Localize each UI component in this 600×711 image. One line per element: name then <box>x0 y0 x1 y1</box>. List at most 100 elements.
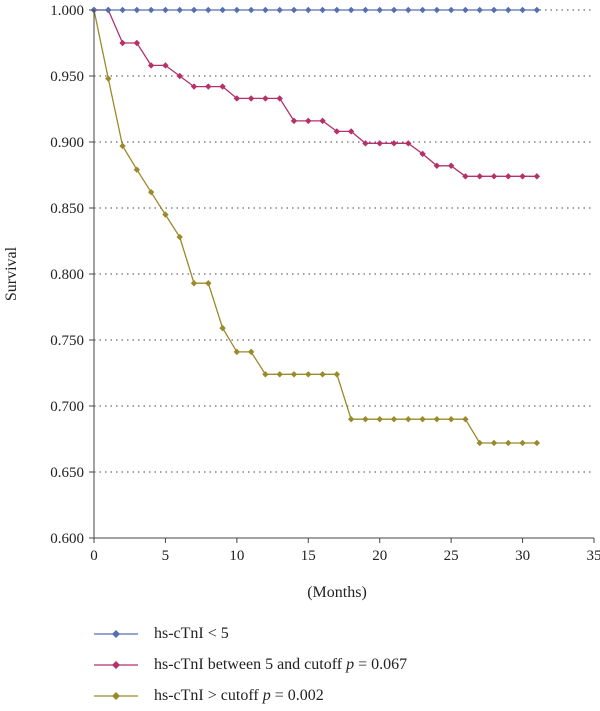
y-tick-label: 0.600 <box>50 531 84 547</box>
data-point <box>277 7 283 13</box>
data-point <box>362 416 368 422</box>
data-point <box>477 173 483 179</box>
data-point <box>105 7 111 13</box>
data-point <box>377 416 383 422</box>
legend-name-mid: hs-cTnI between 5 and cutoff <box>154 656 342 673</box>
data-point <box>134 7 140 13</box>
legend-p-value-mid: = 0.067 <box>354 656 407 673</box>
series-1 <box>91 7 540 180</box>
y-tick-label: 0.950 <box>50 69 84 85</box>
data-point <box>491 440 497 446</box>
y-tick-label: 1.000 <box>50 3 84 19</box>
legend-label-mid: hs-cTnI between 5 and cutoff p = 0.067 <box>154 656 407 674</box>
data-point <box>319 371 325 377</box>
data-point <box>262 95 268 101</box>
legend-label-high: hs-cTnI > cutoff p = 0.002 <box>154 687 324 705</box>
data-point <box>519 173 525 179</box>
legend-item-high: hs-cTnI > cutoff p = 0.002 <box>94 680 594 711</box>
tick-labels: 0.600 0.650 0.700 0.750 0.800 0.850 0.900 0.950… <box>50 3 600 564</box>
data-point <box>477 440 483 446</box>
x-tick-label: 10 <box>229 548 244 564</box>
series-line-1 <box>94 10 537 176</box>
data-point <box>305 371 311 377</box>
data-point <box>434 7 440 13</box>
x-tick-label: 5 <box>162 548 170 564</box>
y-axis-title: Survival <box>3 246 20 301</box>
legend-name-high: hs-cTnI > cutoff <box>154 687 259 704</box>
legend-swatch-low <box>94 626 138 642</box>
legend-item-low: hs-cTnI < 5 <box>94 618 594 649</box>
data-point <box>219 7 225 13</box>
data-point <box>348 7 354 13</box>
data-point <box>305 7 311 13</box>
data-point <box>291 118 297 124</box>
y-tick-label: 0.700 <box>50 399 84 415</box>
data-point <box>419 416 425 422</box>
data-point <box>291 7 297 13</box>
legend: hs-cTnI < 5 hs-cTnI between 5 and cutoff… <box>94 618 594 711</box>
y-tick-label: 0.900 <box>50 135 84 151</box>
data-point <box>519 7 525 13</box>
data-point <box>205 280 211 286</box>
survival-chart: 0.600 0.650 0.700 0.750 0.800 0.850 0.900 0.950… <box>0 0 600 610</box>
legend-swatch-high <box>94 688 138 704</box>
data-point <box>362 7 368 13</box>
data-point <box>291 371 297 377</box>
x-tick-label: 30 <box>515 548 530 564</box>
y-tick-label: 0.750 <box>50 333 84 349</box>
data-point <box>419 7 425 13</box>
data-point <box>162 7 168 13</box>
data-point <box>277 371 283 377</box>
gridlines <box>94 10 594 472</box>
data-point <box>248 95 254 101</box>
data-point <box>462 416 468 422</box>
x-tick-label: 35 <box>587 548 600 564</box>
data-point <box>391 7 397 13</box>
data-point <box>319 7 325 13</box>
data-point <box>491 7 497 13</box>
data-point <box>505 440 511 446</box>
legend-label-low: hs-cTnI < 5 <box>154 625 229 643</box>
data-point <box>148 7 154 13</box>
data-point <box>305 118 311 124</box>
x-tick-label: 0 <box>90 548 98 564</box>
x-axis-title: (Months) <box>307 584 367 601</box>
legend-p-symbol-high: p <box>263 687 271 704</box>
data-point <box>277 95 283 101</box>
data-point <box>534 173 540 179</box>
legend-item-mid: hs-cTnI between 5 and cutoff p = 0.067 <box>94 649 594 680</box>
data-point <box>205 7 211 13</box>
data-point <box>434 416 440 422</box>
data-point <box>162 211 168 217</box>
data-point <box>248 349 254 355</box>
series-2 <box>91 7 540 446</box>
data-point <box>334 371 340 377</box>
data-point <box>505 7 511 13</box>
data-point <box>119 40 125 46</box>
y-tick-label: 0.650 <box>50 465 84 481</box>
data-point <box>191 280 197 286</box>
y-tick-label: 0.850 <box>50 201 84 217</box>
data-point <box>377 140 383 146</box>
data-point <box>234 349 240 355</box>
data-point <box>405 416 411 422</box>
data-point <box>119 143 125 149</box>
data-point <box>148 62 154 68</box>
data-point <box>334 7 340 13</box>
data-point <box>477 7 483 13</box>
axes <box>89 10 594 543</box>
data-point <box>234 7 240 13</box>
y-tick-label: 0.800 <box>50 267 84 283</box>
data-point <box>534 7 540 13</box>
series-layer <box>91 7 540 446</box>
series-0 <box>91 7 540 13</box>
data-point <box>534 440 540 446</box>
x-tick-label: 15 <box>301 548 316 564</box>
data-point <box>248 7 254 13</box>
data-point <box>462 7 468 13</box>
data-point <box>134 167 140 173</box>
x-tick-label: 20 <box>372 548 387 564</box>
data-point <box>391 140 397 146</box>
data-point <box>391 416 397 422</box>
data-point <box>405 7 411 13</box>
